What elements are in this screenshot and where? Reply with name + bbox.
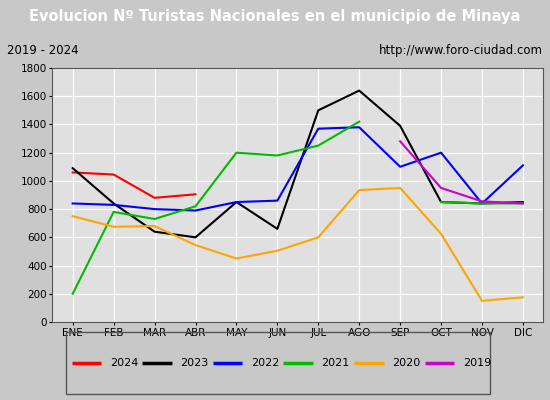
Text: 2022: 2022 bbox=[251, 358, 279, 368]
Text: 2020: 2020 bbox=[392, 358, 420, 368]
Text: 2019 - 2024: 2019 - 2024 bbox=[7, 44, 79, 57]
Text: Evolucion Nº Turistas Nacionales en el municipio de Minaya: Evolucion Nº Turistas Nacionales en el m… bbox=[29, 10, 521, 24]
Text: 2021: 2021 bbox=[322, 358, 350, 368]
Text: 2019: 2019 bbox=[463, 358, 491, 368]
Text: 2023: 2023 bbox=[180, 358, 208, 368]
Text: 2024: 2024 bbox=[110, 358, 138, 368]
Text: http://www.foro-ciudad.com: http://www.foro-ciudad.com bbox=[379, 44, 543, 57]
